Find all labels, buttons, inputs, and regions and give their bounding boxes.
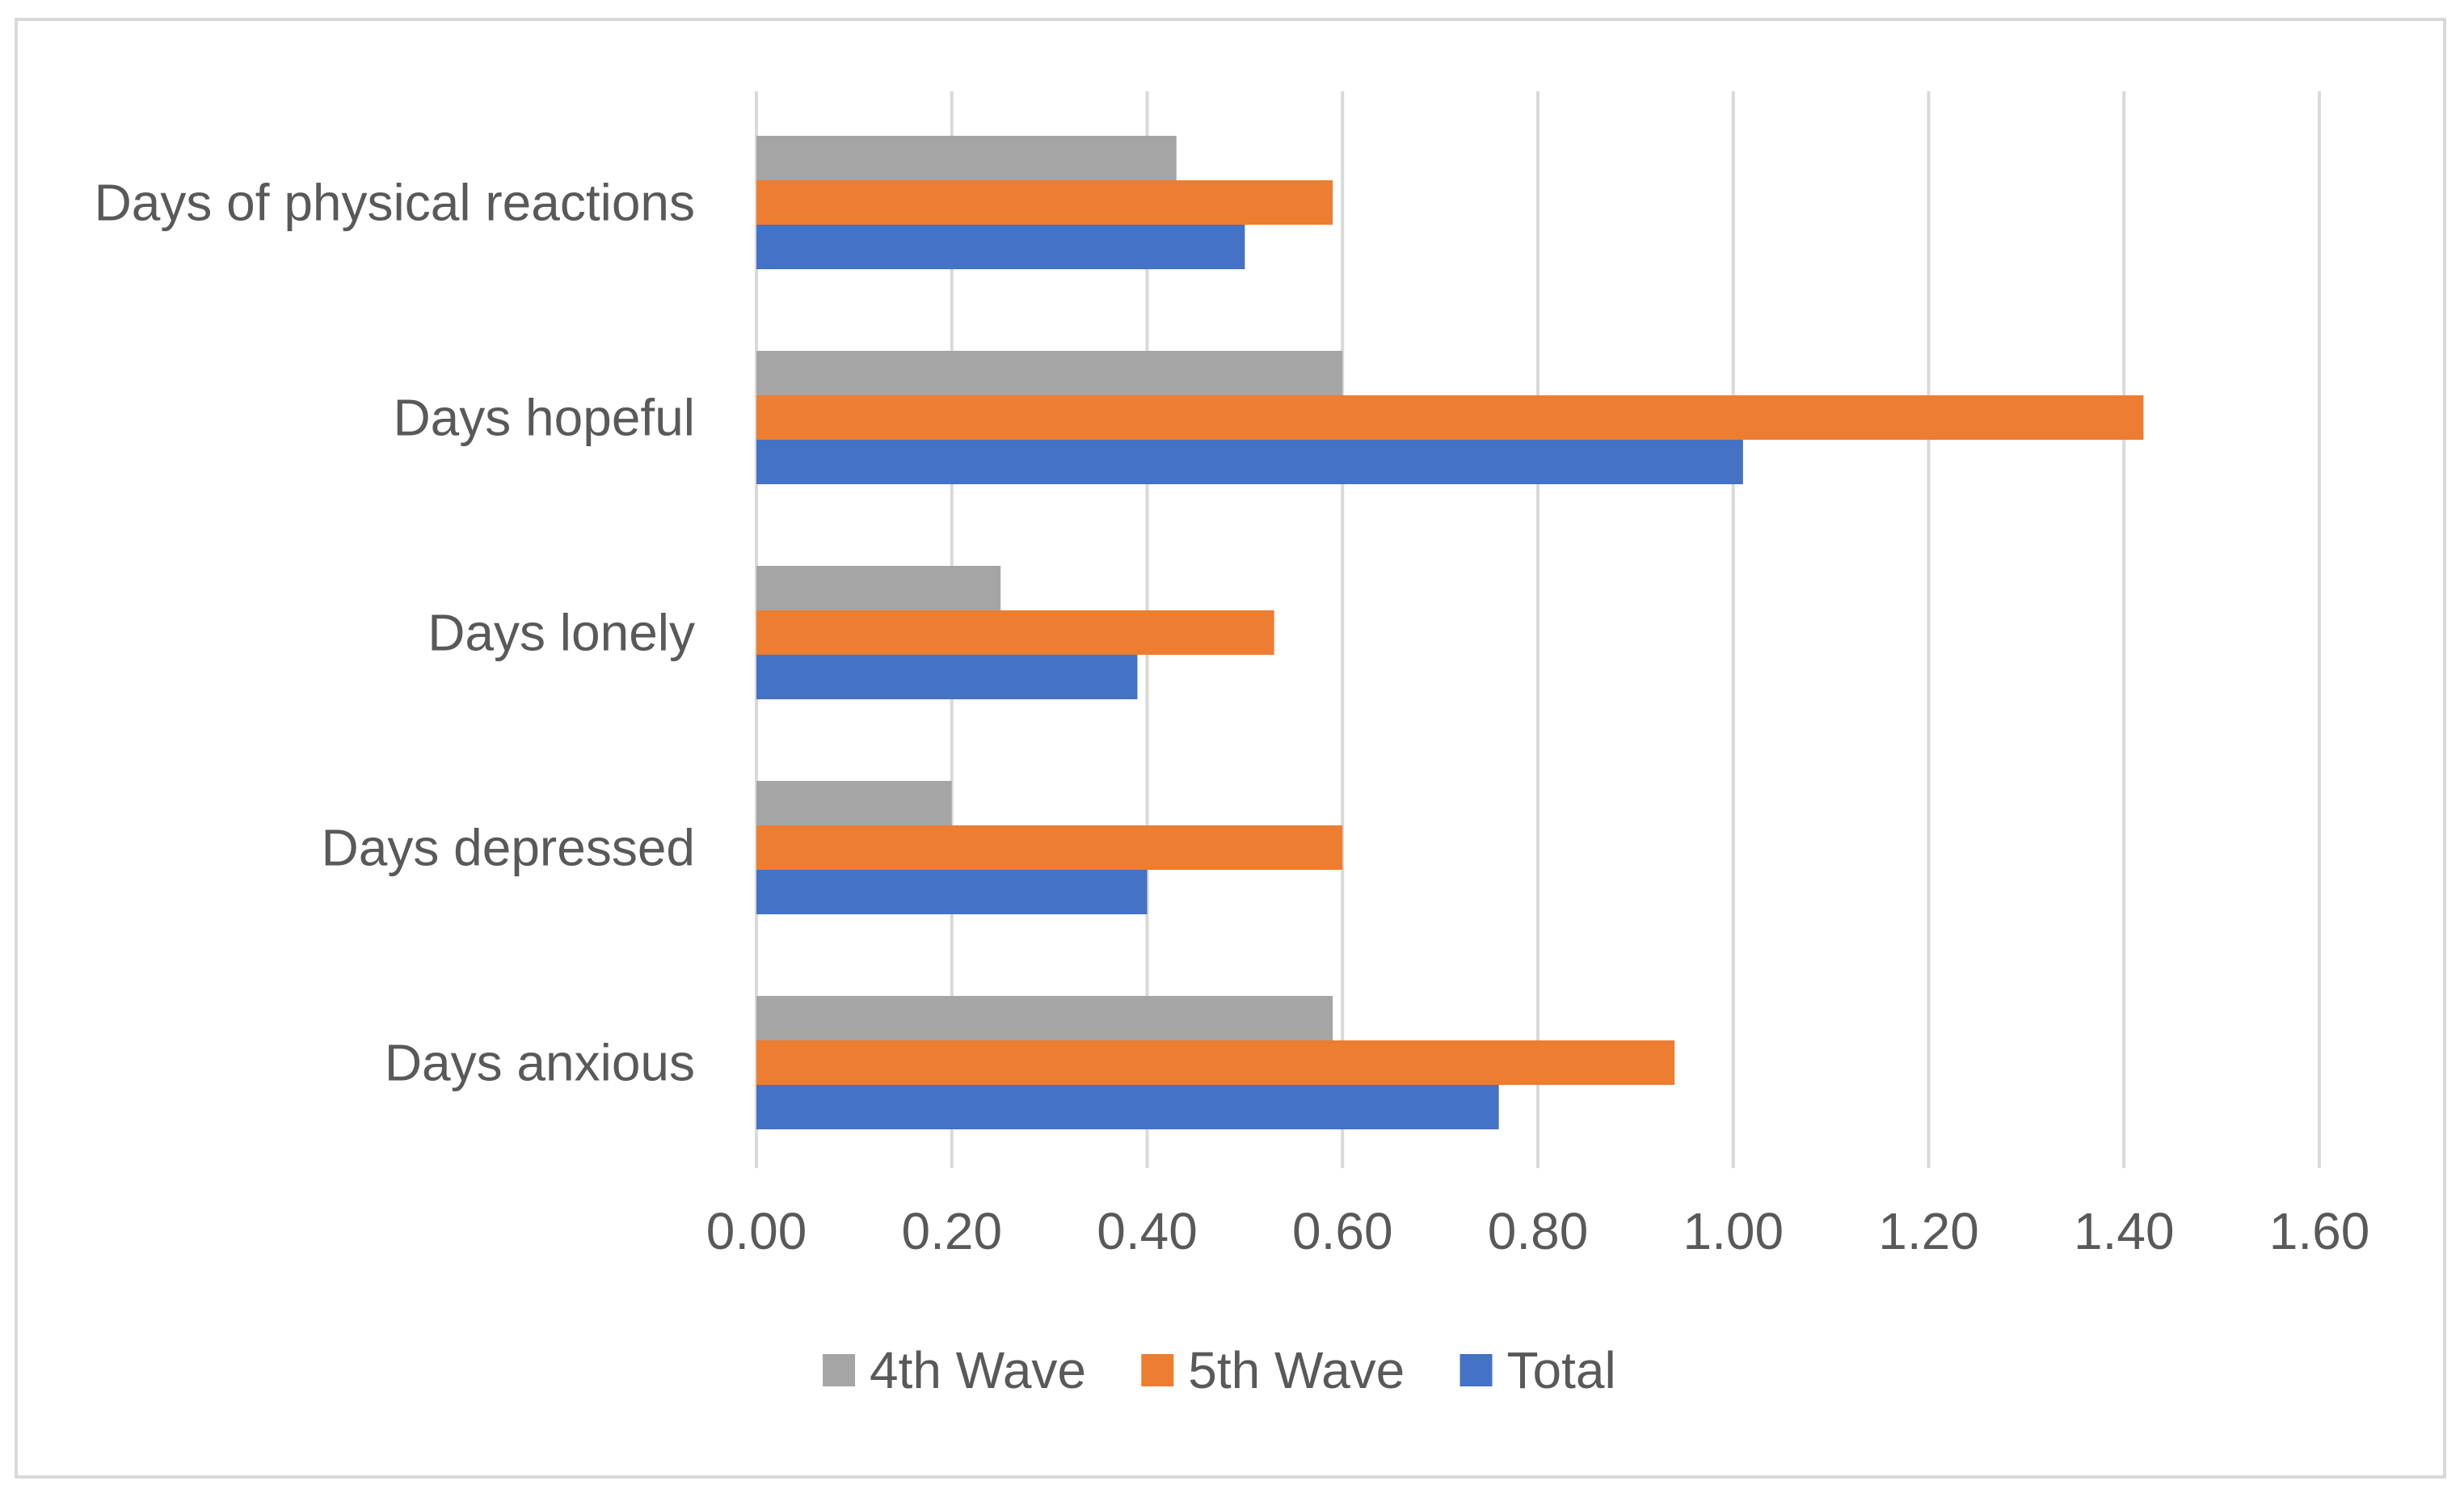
bar-5th-wave	[756, 1040, 1675, 1085]
x-tick-label: 1.60	[2269, 1202, 2370, 1260]
category-label: Days hopeful	[393, 389, 695, 447]
x-tick-label: 0.00	[706, 1202, 807, 1260]
category-label: Days of physical reactions	[95, 174, 695, 232]
x-tick-label: 0.40	[1097, 1202, 1198, 1260]
bar-4th-wave	[756, 136, 1177, 180]
bar-5th-wave	[756, 825, 1343, 870]
legend-label: 4th Wave	[870, 1341, 1086, 1399]
bar-5th-wave	[756, 395, 2144, 440]
x-tick-label: 1.00	[1683, 1202, 1784, 1260]
legend-swatch	[823, 1354, 856, 1386]
bar-total	[756, 440, 1743, 484]
bar-4th-wave	[756, 996, 1333, 1040]
axes: 0.00 0.20 0.40 0.60 0.80 1.00 1.20 1.40 1.60 Days…	[95, 174, 2370, 1261]
gridlines	[755, 91, 2321, 1168]
legend-label: 5th Wave	[1188, 1341, 1405, 1399]
legend-swatch	[1459, 1354, 1493, 1386]
bar-4th-wave	[756, 566, 1001, 610]
legend-label: Total	[1507, 1341, 1616, 1399]
x-tick-label: 0.80	[1488, 1202, 1589, 1260]
x-tick-label: 1.40	[2074, 1202, 2175, 1260]
bar-4th-wave	[756, 351, 1343, 395]
bar-5th-wave	[756, 180, 1333, 225]
bar-5th-wave	[756, 610, 1274, 655]
bar-total	[756, 225, 1245, 269]
x-tick-label: 1.20	[1878, 1202, 1979, 1260]
x-tick-label: 0.60	[1292, 1202, 1393, 1260]
bar-total	[756, 1085, 1499, 1129]
bars	[756, 136, 2144, 1129]
category-label: Days lonely	[428, 604, 695, 662]
legend-swatch	[1141, 1354, 1174, 1386]
bar-total	[756, 870, 1148, 914]
bar-4th-wave	[756, 781, 952, 825]
category-label: Days anxious	[385, 1034, 695, 1092]
legend: 4th Wave 5th Wave Total	[823, 1341, 1616, 1399]
x-tick-label: 0.20	[901, 1202, 1002, 1260]
bar-total	[756, 655, 1138, 699]
category-label: Days depressed	[322, 819, 695, 877]
